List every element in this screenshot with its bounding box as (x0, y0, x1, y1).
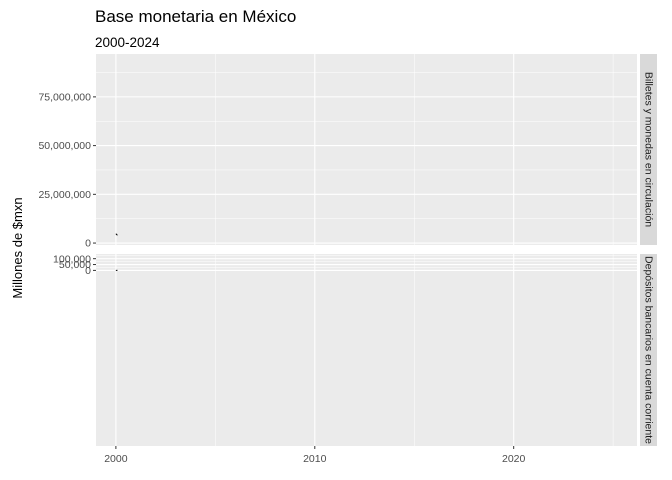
y-tick-label: 0 (85, 265, 91, 277)
panel-1: 0 25,000,000 50,000,000 75,000,000 Billetes … (38, 54, 657, 250)
y-tick-label: 25,000,000 (38, 189, 91, 201)
y-tick-label: 75,000,000 (38, 91, 91, 103)
chart-title: Base monetaria en México (95, 7, 296, 26)
y-axis-label: Millones de $mxn (10, 197, 25, 298)
x-tick-label: 2020 (502, 453, 526, 465)
facet-strip (640, 254, 657, 446)
y-tick-label: 100,000 (53, 253, 91, 265)
chart-subtitle: 2000-2024 (95, 35, 160, 50)
panel-background (96, 54, 637, 245)
x-tick-label: 2000 (104, 453, 128, 465)
facet-strip-label: Depósitos bancarios en cuenta corriente (643, 256, 655, 444)
panel-background (96, 254, 637, 446)
series-line (115, 233, 118, 236)
x-axis: 2000 2010 2020 (104, 446, 526, 465)
y-tick-label: 0 (85, 238, 91, 250)
y-tick-label: 50,000 (59, 259, 91, 271)
y-tick-label: 50,000,000 (38, 140, 91, 152)
facet-strip-label: Billetes y monedas en circulación (643, 72, 655, 227)
x-tick-label: 2010 (303, 453, 327, 465)
panels: 0 25,000,000 50,000,000 75,000,000 Billetes … (38, 54, 657, 446)
facet-strip (640, 54, 657, 245)
